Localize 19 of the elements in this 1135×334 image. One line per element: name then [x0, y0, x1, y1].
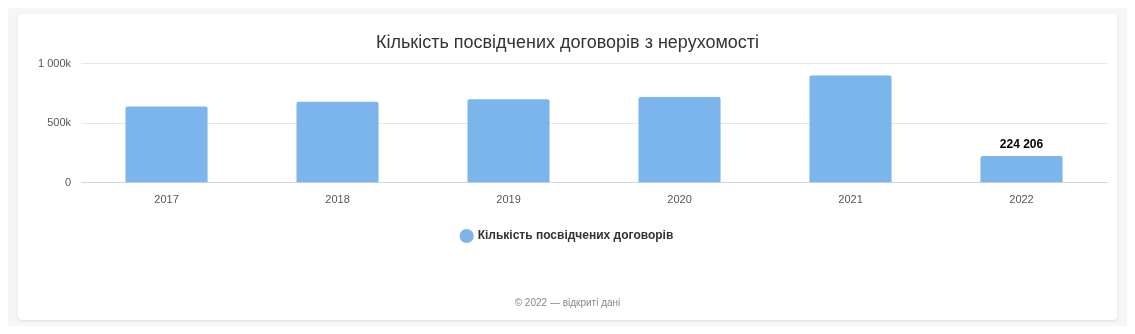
x-tick-label: 2017: [154, 193, 179, 206]
chart-title: Кількість посвідчених договорів з нерухомості: [375, 31, 760, 52]
x-tick-label: 2021: [838, 193, 863, 206]
bar: [125, 106, 208, 183]
bar: [296, 101, 379, 183]
text: © 2022 — відкриті дані: [514, 297, 621, 308]
legend-label: Кількість посвідчених договорів: [477, 228, 674, 243]
bar: [809, 75, 892, 183]
bar: [467, 99, 550, 183]
x-tick-label: 2018: [325, 193, 350, 206]
y-tick-label: 1 000k: [38, 56, 72, 69]
data-label: 224 206: [999, 137, 1044, 152]
x-tick-label: 2019: [496, 193, 521, 206]
y-tick-label: 0: [64, 175, 72, 188]
x-tick-label: 2020: [667, 193, 692, 206]
bar: [980, 156, 1063, 183]
bar: [638, 96, 721, 183]
y-tick-label: 500k: [47, 116, 72, 129]
x-tick-label: 2022: [1009, 193, 1034, 206]
